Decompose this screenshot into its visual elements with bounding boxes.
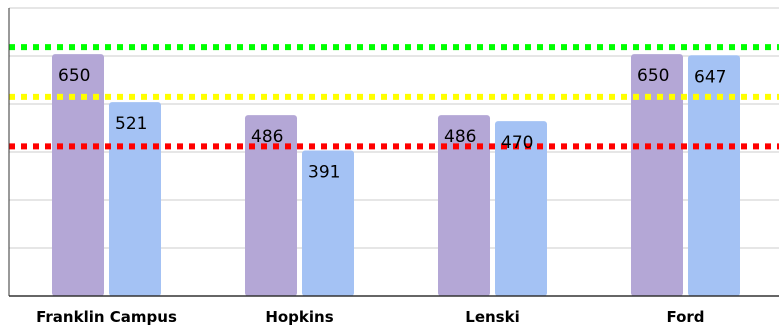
category-label-3: Ford	[666, 308, 704, 326]
bar-2-0	[438, 115, 490, 297]
data-label-1-0: 486	[251, 127, 283, 147]
bar-3-1	[688, 55, 740, 296]
bar-0-0	[52, 54, 104, 297]
data-label-3-0: 650	[637, 66, 669, 86]
bar-series	[52, 54, 740, 297]
data-label-1-1: 391	[308, 163, 340, 183]
data-label-2-1: 470	[501, 133, 533, 153]
bar-2-1	[495, 121, 547, 297]
category-label-1: Hopkins	[265, 308, 333, 326]
data-labels: 650 521 486 391 486 470 650 647	[58, 66, 726, 182]
bar-0-1	[109, 102, 161, 297]
bar-1-0	[245, 115, 297, 297]
category-label-0: Franklin Campus	[36, 308, 177, 326]
reference-lines	[9, 44, 779, 150]
bar-1-1	[302, 150, 354, 296]
data-label-2-0: 486	[444, 127, 476, 147]
data-label-0-0: 650	[58, 66, 90, 86]
bar-3-0	[631, 54, 683, 297]
data-label-3-1: 647	[694, 67, 726, 87]
data-label-0-1: 521	[115, 114, 147, 134]
category-label-2: Lenski	[465, 308, 519, 326]
category-labels: Franklin Campus Hopkins Lenski Ford	[36, 308, 704, 326]
